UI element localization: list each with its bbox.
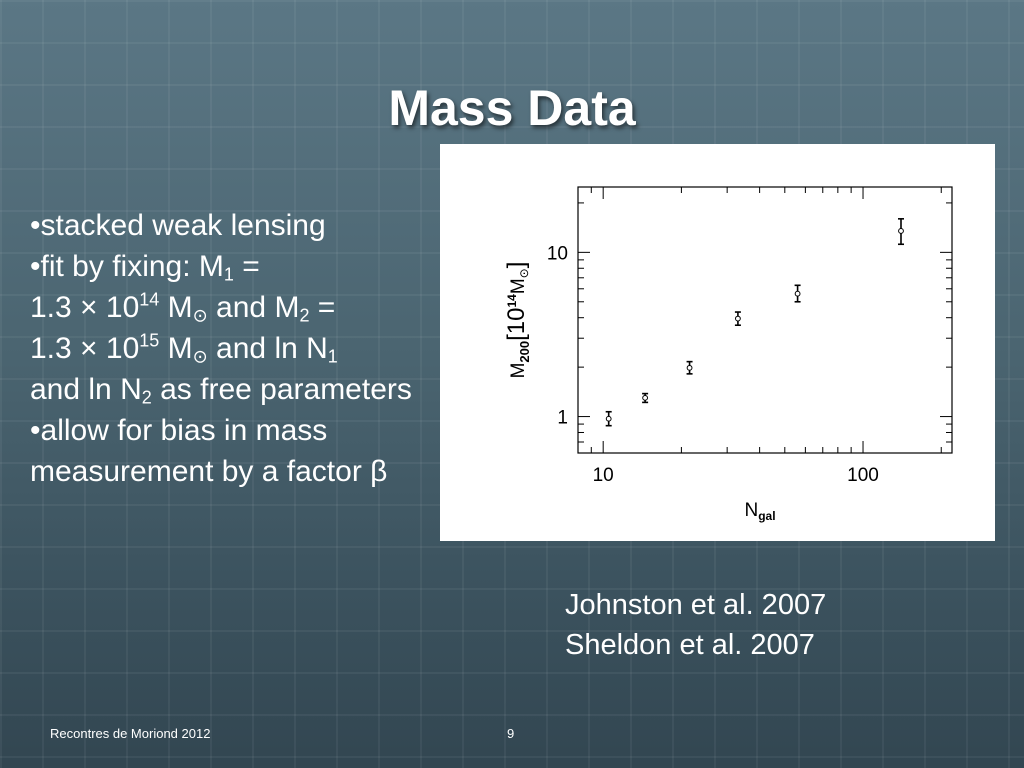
point-marker [605, 415, 612, 422]
svg-text:M200[1014M⊙]: M200[1014M⊙] [503, 262, 532, 379]
y-label-exp: 14 [505, 294, 519, 308]
point-marker [898, 228, 904, 234]
y-label-unit-m: M [508, 278, 529, 294]
y-label-main: M [508, 363, 529, 379]
y-label-sun: ⊙ [517, 268, 531, 278]
data-point [897, 218, 904, 246]
data-point [642, 392, 649, 404]
x-tick-label: 10 [593, 465, 614, 486]
sun-symbol: ⊙ [192, 346, 208, 367]
footer-conference: Recontres de Moriond 2012 [50, 726, 211, 741]
mass-chart-panel: 10 100 1 10 M200[1014M⊙] Ngal [440, 144, 995, 541]
x-label-sub: gal [758, 509, 775, 523]
x-tick-label: 100 [847, 465, 879, 486]
reference-johnston: Johnston et al. 2007 [565, 589, 827, 621]
slide-title: Mass Data [388, 80, 636, 136]
data-point [686, 360, 693, 375]
point-marker [642, 394, 649, 401]
bullet-stacked-weak-lensing: •stacked weak lensing [30, 209, 326, 242]
x-label-main: N [744, 500, 758, 521]
plot-frame [577, 186, 953, 454]
bullet-bias: •allow for bias in mass measurement by a… [30, 414, 388, 488]
bullet-fit-fixing: •fit by fixing: M1 = 1.3 × 1014 M⊙ and M2… [30, 250, 412, 408]
point-marker [794, 290, 801, 297]
bullet-list: •stacked weak lensing •fit by fixing: M1… [30, 205, 425, 492]
point-marker [735, 315, 741, 322]
y-label-sub: 200 [517, 341, 532, 363]
data-point [605, 410, 612, 427]
data-point [734, 311, 741, 327]
references: Johnston et al. 2007 Sheldon et al. 2007 [565, 585, 826, 665]
point-marker [686, 364, 693, 371]
y-tick-label: 10 [547, 243, 568, 264]
data-points [605, 218, 904, 427]
y-axis-label: M200[1014M⊙] [503, 262, 532, 379]
reference-sheldon: Sheldon et al. 2007 [565, 629, 815, 661]
axis-ticks: 10 100 1 10 [547, 187, 952, 486]
data-point [794, 284, 801, 303]
x-axis-label: Ngal [744, 500, 775, 523]
y-tick-label: 1 [557, 408, 568, 429]
sun-symbol: ⊙ [192, 305, 208, 326]
y-label-unit: [10 [503, 308, 530, 341]
y-label-close: ] [503, 262, 530, 269]
page-number: 9 [507, 726, 515, 741]
